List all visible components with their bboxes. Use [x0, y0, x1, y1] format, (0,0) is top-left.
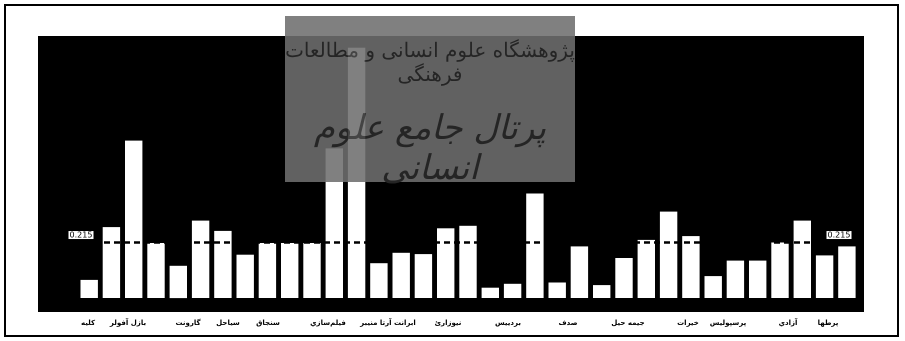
bar	[682, 236, 700, 298]
bar	[838, 246, 856, 298]
bar	[659, 211, 678, 298]
reference-label-left-box	[67, 230, 95, 241]
x-tick-label: گارونت	[175, 318, 201, 327]
x-tick-label: ابرانت آرتا منيبر	[359, 318, 416, 327]
x-tick-label: پرطها	[818, 319, 839, 327]
bar	[169, 265, 187, 299]
reference-label-right: 0.215	[828, 231, 851, 240]
bar	[258, 243, 277, 298]
bar	[548, 282, 566, 298]
bar	[615, 258, 633, 298]
bar	[303, 243, 321, 298]
x-axis-labels: كليه بازل آفولر گارونت سياحل سنجاق فيلم‌سازي ا…	[81, 318, 839, 327]
x-tick-label: كليه	[81, 319, 96, 327]
x-tick-label: سنجاق	[256, 319, 280, 327]
bar	[459, 225, 477, 298]
x-tick-label: سياحل	[216, 319, 240, 327]
bar	[214, 230, 232, 298]
bar	[80, 279, 98, 298]
bar	[726, 260, 745, 298]
bar	[637, 239, 655, 298]
x-tick-label: بازل آفولر	[109, 318, 147, 327]
bar	[147, 243, 165, 298]
bar	[325, 148, 343, 298]
bar	[503, 283, 522, 298]
watermark-line-1: پژوهشگاه علوم انسانی و مطالعات فرهنگی	[285, 38, 575, 86]
bar	[370, 263, 388, 298]
bar	[281, 243, 299, 298]
x-tick-label: آزادي	[779, 318, 798, 327]
x-tick-label: نيوزارئ	[435, 319, 462, 327]
bar	[815, 255, 834, 298]
bar	[481, 287, 499, 298]
reference-label-left: 0.215	[70, 231, 93, 240]
bar	[526, 193, 544, 298]
bar	[414, 254, 433, 298]
bar	[749, 260, 767, 298]
bar	[593, 285, 611, 298]
reference-label-right-box	[825, 230, 853, 241]
x-tick-label: صدف	[559, 319, 578, 327]
watermark-line-2: پرتال جامع علوم انسانی	[313, 108, 547, 188]
x-tick-label: پرسپوليس	[710, 319, 747, 327]
x-tick-label: بردييس	[495, 319, 521, 327]
bar	[392, 252, 410, 298]
bar	[793, 220, 811, 298]
bar	[437, 228, 455, 298]
x-tick-label: جيمه حيل	[611, 319, 644, 327]
bar	[125, 140, 143, 298]
watermark: پژوهشگاه علوم انسانی و مطالعات فرهنگی پر…	[285, 16, 575, 188]
bar	[771, 242, 789, 298]
bar	[236, 254, 254, 298]
x-tick-label: فيلم‌سازي	[310, 319, 346, 327]
bar	[102, 227, 121, 298]
bar-group	[80, 47, 856, 299]
x-tick-label: خيرات	[677, 319, 699, 327]
bar	[570, 246, 589, 298]
bar	[191, 220, 210, 298]
bar	[704, 276, 722, 298]
